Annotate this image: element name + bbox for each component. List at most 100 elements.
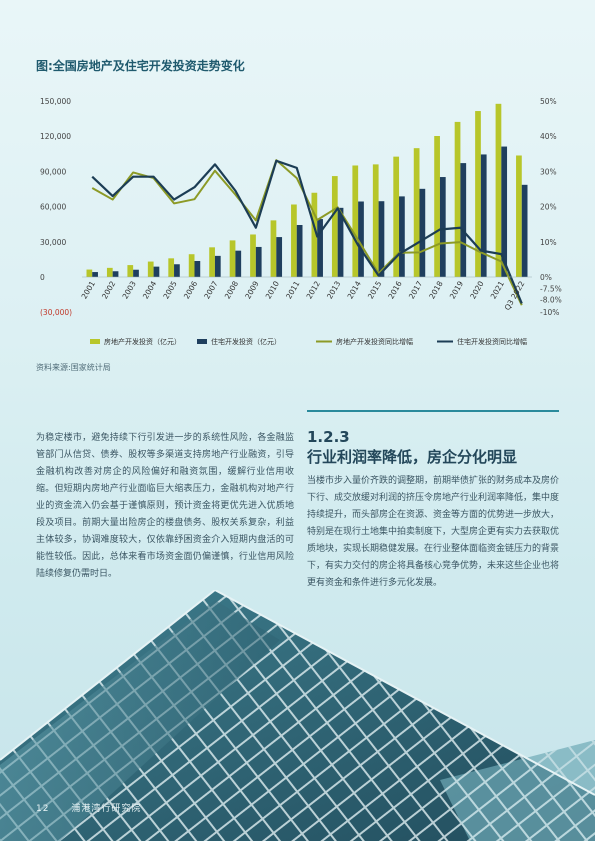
x-axis-tick-label: 2001 bbox=[80, 279, 97, 300]
bar-res-invest bbox=[276, 237, 283, 277]
bar-res-invest bbox=[174, 264, 180, 277]
bar-re-invest bbox=[372, 164, 379, 277]
bar-res-invest bbox=[439, 177, 446, 277]
bar-re-invest bbox=[250, 234, 256, 277]
bar-res-invest bbox=[521, 184, 528, 277]
x-axis-tick-label: 2012 bbox=[305, 279, 322, 300]
legend-swatch-re-invest bbox=[90, 339, 100, 344]
bar-res-invest bbox=[337, 207, 344, 277]
bar-res-invest bbox=[419, 188, 426, 277]
line-res-growth bbox=[91, 159, 523, 304]
bar-re-invest bbox=[209, 247, 215, 277]
bar-re-invest bbox=[311, 192, 318, 277]
bar-re-invest bbox=[106, 267, 113, 277]
body-paragraph-right: 当楼市步入量价齐跌的调整期，前期举债扩张的财务成本及房价下行、成交放缓对利润的挤… bbox=[307, 476, 560, 588]
bar-re-invest bbox=[434, 136, 440, 277]
bar-re-invest bbox=[86, 269, 93, 277]
bar-re-invest bbox=[352, 165, 359, 277]
bar-res-invest bbox=[92, 272, 98, 277]
x-axis-tick-label: 2003 bbox=[121, 279, 138, 300]
bar-re-invest bbox=[270, 220, 277, 277]
page-number: 12 bbox=[36, 804, 50, 814]
bar-re-invest bbox=[495, 103, 502, 277]
right-axis-tick-label: -7.5% bbox=[540, 284, 562, 293]
bar-re-invest bbox=[188, 254, 195, 277]
bar-res-invest bbox=[112, 271, 119, 277]
bar-res-invest bbox=[194, 260, 201, 277]
bar-res-invest bbox=[460, 163, 467, 277]
bar-res-invest bbox=[296, 224, 303, 277]
bar-re-invest bbox=[229, 240, 236, 277]
x-axis-tick-label: 2021 bbox=[489, 279, 506, 300]
bar-res-invest bbox=[235, 250, 242, 277]
left-axis-tick-label: 0 bbox=[40, 273, 45, 282]
bar-re-invest bbox=[454, 121, 461, 278]
bar-re-invest bbox=[331, 176, 338, 277]
section-divider bbox=[307, 410, 559, 412]
legend-label-re-growth: 房地产开发投资同比增幅 bbox=[336, 337, 413, 346]
bar-res-invest bbox=[214, 255, 221, 277]
right-axis-tick-label: 30% bbox=[540, 167, 557, 176]
left-axis-tick-label: 120,000 bbox=[40, 132, 71, 141]
x-axis-tick-label: 2020 bbox=[468, 279, 485, 300]
bar-res-invest bbox=[153, 266, 160, 277]
bar-re-invest bbox=[168, 258, 175, 277]
chart-title: 图:全国房地产及住宅开发投资走势变化 bbox=[36, 59, 245, 73]
x-axis-tick-label: 2014 bbox=[346, 279, 363, 300]
bar-re-invest bbox=[291, 204, 297, 277]
x-axis-tick-label: 2006 bbox=[182, 279, 199, 300]
publisher-name: 浦港湾行研究院 bbox=[71, 804, 142, 814]
x-axis-tick-label: 2002 bbox=[100, 279, 117, 300]
bar-re-invest bbox=[475, 111, 481, 277]
x-axis-tick-label: 2004 bbox=[141, 279, 158, 300]
bar-res-invest bbox=[358, 201, 364, 277]
legend-label-res-invest: 住宅开发投资（亿元） bbox=[211, 337, 281, 346]
x-axis-tick-label: 2011 bbox=[284, 279, 301, 300]
left-axis-tick-label: 60,000 bbox=[40, 203, 66, 212]
data-source: 资料来源:国家统计局 bbox=[36, 363, 111, 372]
body-paragraph-left: 为稳定楼市，避免持续下行引发进一步的系统性风险，各金融监管部门从信贷、债券、股权… bbox=[36, 433, 294, 579]
x-axis-tick-label: 2017 bbox=[407, 279, 424, 300]
investment-trend-chart: 150,000 120,000 90,000 60,000 30,000 0 (30,000… bbox=[40, 97, 562, 346]
bar-re-invest bbox=[413, 148, 420, 277]
bar-res-invest bbox=[255, 246, 262, 277]
x-axis-tick-label: 2009 bbox=[243, 279, 260, 300]
right-axis-tick-label: 40% bbox=[540, 132, 557, 141]
right-axis-tick-label: -10% bbox=[540, 308, 559, 317]
legend-label-re-invest: 房地产开发投资（亿元） bbox=[104, 337, 181, 346]
left-axis-tick-label: 90,000 bbox=[40, 167, 66, 176]
x-axis-tick-label: 2007 bbox=[202, 279, 219, 300]
right-axis-tick-label: -8.0% bbox=[540, 296, 562, 305]
x-axis-tick-label: 2018 bbox=[427, 279, 444, 300]
left-axis-tick-label: 30,000 bbox=[40, 238, 66, 247]
left-axis-tick-label: 150,000 bbox=[40, 97, 71, 106]
bar-re-invest bbox=[127, 265, 134, 277]
x-axis-tick-label: 2016 bbox=[386, 279, 403, 300]
bar-res-invest bbox=[501, 146, 508, 277]
glass-building-photo bbox=[0, 590, 595, 841]
bar-res-invest bbox=[133, 269, 139, 277]
x-axis-tick-label: 2015 bbox=[366, 279, 383, 300]
bar-re-invest bbox=[516, 155, 522, 277]
right-axis-tick-label: 20% bbox=[540, 203, 557, 212]
page-footer: 12 浦港湾行研究院 bbox=[36, 801, 141, 814]
bar-res-invest bbox=[399, 196, 405, 277]
bar-res-invest bbox=[480, 154, 487, 277]
bar-re-invest bbox=[393, 156, 400, 277]
bar-re-invest bbox=[147, 261, 154, 277]
right-axis-tick-label: 10% bbox=[540, 238, 557, 247]
x-axis-tick-label: 2008 bbox=[223, 279, 240, 300]
x-axis-tick-label: 2010 bbox=[264, 279, 281, 300]
bar-res-invest bbox=[317, 219, 323, 277]
x-axis-tick-label: 2005 bbox=[161, 279, 178, 300]
section-number: 1.2.3 bbox=[307, 428, 350, 446]
legend-label-res-growth: 住宅开发投资同比增幅 bbox=[457, 337, 527, 346]
left-axis-tick-label: (30,000) bbox=[40, 308, 72, 317]
right-axis-tick-label: 50% bbox=[540, 97, 557, 106]
bar-res-invest bbox=[378, 201, 385, 277]
right-axis-tick-label: 0% bbox=[540, 273, 552, 282]
section-title: 行业利润率降低，房企分化明显 bbox=[307, 448, 518, 466]
legend-swatch-res-invest bbox=[197, 339, 207, 344]
x-axis-tick-label: 2013 bbox=[325, 279, 342, 300]
x-axis-tick-label: 2019 bbox=[448, 279, 465, 300]
